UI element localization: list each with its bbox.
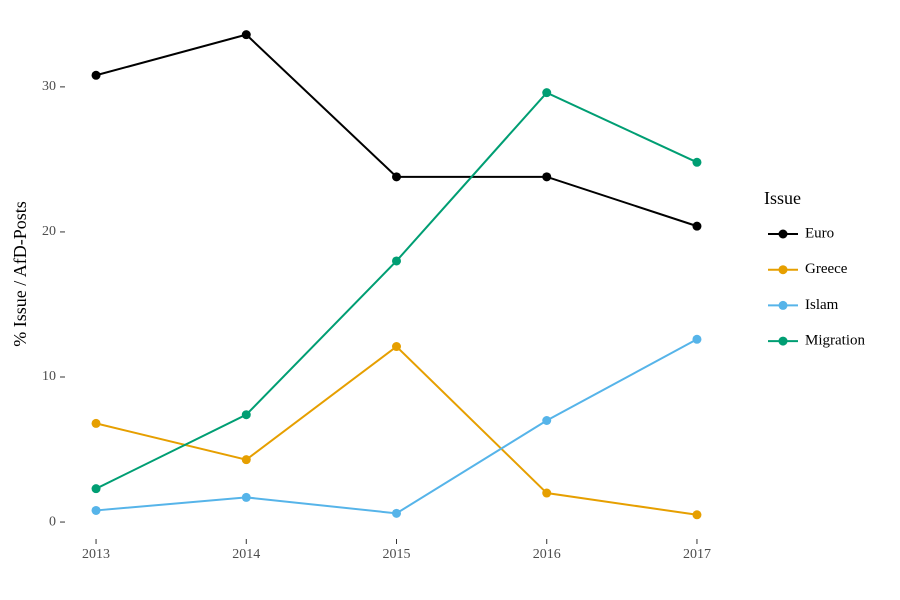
legend-label: Greece [805, 261, 848, 277]
x-tick-label: 2014 [232, 547, 260, 562]
x-tick-label: 2017 [683, 547, 711, 562]
legend-label: Euro [805, 225, 834, 241]
data-point [542, 172, 552, 182]
x-tick-label: 2013 [82, 547, 110, 562]
data-point [392, 342, 401, 352]
legend-label: Islam [805, 297, 839, 313]
data-point [241, 455, 251, 465]
data-point [241, 30, 251, 40]
series-line [95, 33, 698, 228]
data-point [91, 505, 101, 515]
y-tick-label: 30 [42, 79, 56, 94]
data-point [692, 510, 702, 520]
series-line [95, 91, 698, 490]
data-point [241, 492, 251, 502]
data-point [542, 416, 552, 426]
legend-key-dot [778, 300, 788, 310]
legend-key-dot [778, 265, 788, 275]
data-point [692, 221, 702, 231]
data-point [91, 418, 101, 428]
data-point [91, 70, 101, 80]
legend-label: Migration [805, 333, 865, 349]
y-axis-title: % Issue / AfD-Posts [10, 201, 30, 347]
data-point [542, 88, 552, 98]
legend-key-dot [778, 336, 788, 346]
y-tick-label: 0 [49, 514, 56, 529]
y-tick-label: 20 [42, 224, 56, 239]
series-line [95, 338, 698, 515]
data-point [392, 172, 401, 182]
data-point [692, 334, 702, 344]
data-point [692, 157, 702, 167]
series-line [95, 345, 698, 516]
data-point [392, 508, 401, 518]
y-tick-label: 10 [42, 369, 56, 384]
data-point [542, 488, 552, 498]
legend-key-dot [778, 229, 788, 239]
data-point [392, 256, 401, 266]
data-point [241, 410, 251, 420]
data-point [91, 484, 101, 494]
x-tick-label: 2016 [533, 547, 561, 562]
x-tick-label: 2015 [383, 547, 411, 562]
legend-title: Issue [764, 188, 801, 208]
